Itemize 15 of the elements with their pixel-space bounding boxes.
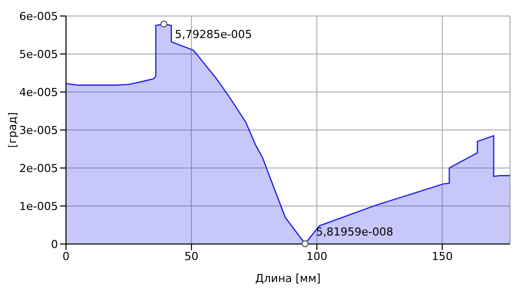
y-tick-label: 5e-005	[19, 48, 58, 61]
y-tick-label: 2e-005	[19, 162, 58, 175]
y-tick-label: 0	[51, 238, 58, 251]
y-tick-label: 1e-005	[19, 200, 58, 213]
x-tick-label: 150	[432, 250, 453, 263]
y-axis-title: [град]	[6, 112, 19, 148]
x-tick-label: 100	[306, 250, 328, 263]
x-tick-label: 0	[62, 250, 70, 263]
annotation: 5,81959e-008	[316, 226, 394, 239]
x-tick-label: 50	[184, 250, 198, 263]
x-axis-title: Длина [мм]	[255, 272, 321, 285]
y-tick-label: 6e-005	[19, 10, 58, 23]
y-tick-label: 4e-005	[19, 86, 58, 99]
y-tick-label: 3e-005	[19, 124, 58, 137]
annotation: 5,79285e-005	[174, 28, 252, 41]
